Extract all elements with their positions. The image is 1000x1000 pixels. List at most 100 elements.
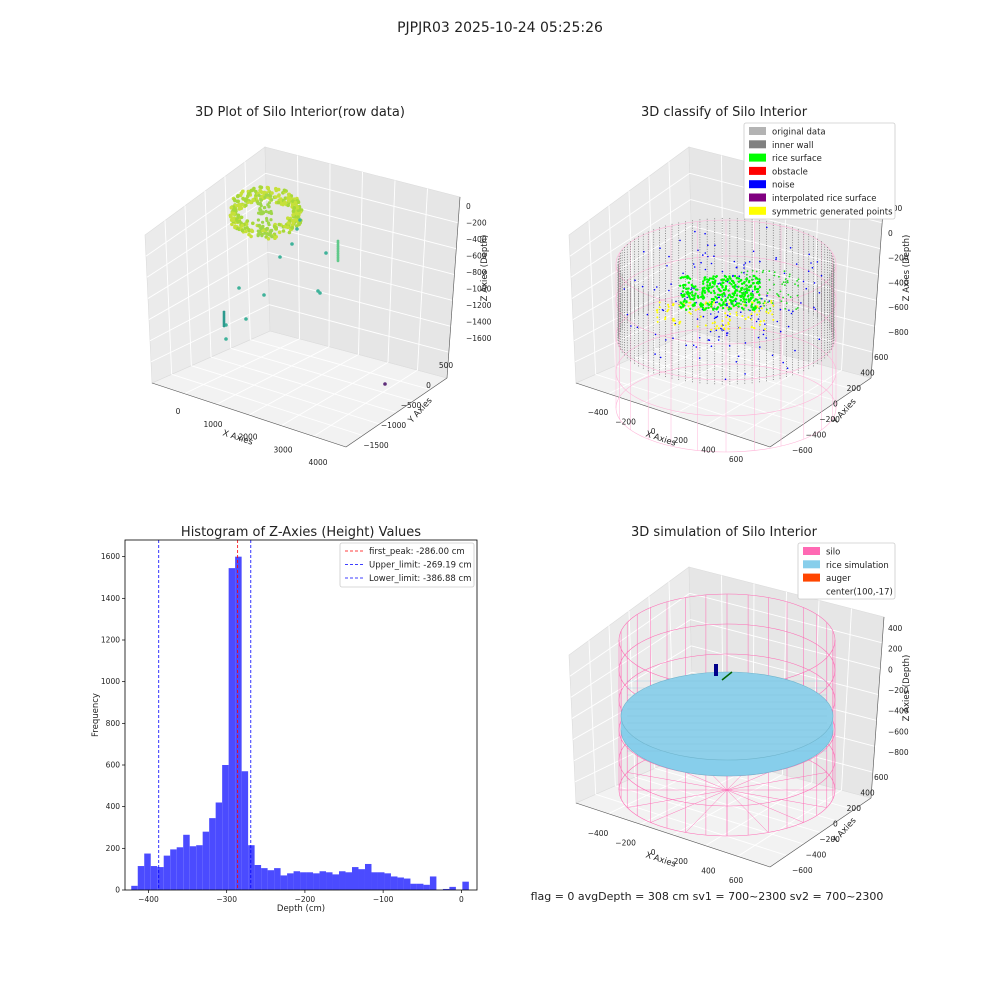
rice-surface-point: [712, 308, 715, 311]
auger-arm: [721, 671, 733, 681]
noise-point: [792, 310, 794, 313]
noise-point: [715, 316, 718, 319]
symmetric-point: [714, 321, 716, 324]
x-tick-label: 0: [651, 427, 656, 436]
rice-surface-point: [778, 295, 780, 298]
silo-floor-spoke: [627, 772, 728, 791]
rice-surface-point: [784, 278, 787, 281]
rice-surface-point: [682, 305, 685, 308]
histogram-bar: [144, 853, 151, 890]
noise-point: [690, 288, 692, 291]
point: [257, 232, 261, 236]
x-tick-label: 600: [729, 876, 744, 885]
rice-surface-point: [730, 283, 733, 286]
y-tick-label: −400: [806, 431, 827, 440]
rice-surface-point: [746, 273, 748, 276]
z-tick-label: −1400: [466, 318, 492, 327]
point: [244, 203, 248, 208]
rice-surface-point: [707, 306, 710, 309]
legend-swatch: [749, 127, 766, 135]
rice-surface-point: [692, 298, 695, 301]
noise-point: [643, 250, 645, 253]
noise-point: [762, 333, 765, 336]
point: [294, 211, 299, 215]
floor-gridline: [672, 774, 783, 836]
y-tick-label: −200: [819, 835, 840, 844]
z-tick-label: 400: [888, 624, 903, 633]
y-tick-label: 1600: [101, 552, 120, 561]
rice-surface-point: [682, 276, 685, 279]
noise-point: [818, 338, 821, 341]
point: [266, 193, 270, 197]
noise-point: [757, 336, 760, 339]
rice-surface-point: [750, 305, 752, 307]
rice-surface-point: [710, 300, 714, 304]
x-tick-label: 400: [701, 446, 716, 455]
point: [237, 202, 242, 207]
noise-point: [707, 244, 709, 246]
rice-surface-point: [713, 291, 716, 295]
point: [239, 215, 244, 220]
z-tick-label: −800: [466, 268, 487, 277]
noise-point: [697, 249, 699, 252]
noise-point: [702, 315, 705, 318]
histogram-bar: [280, 875, 288, 890]
symmetric-point: [667, 303, 670, 306]
rice-surface-point: [724, 279, 728, 283]
point: [277, 222, 282, 227]
rice-surface-point: [782, 281, 785, 284]
rice-surface-point: [721, 303, 724, 307]
point: [235, 199, 240, 204]
x-tick-label: 4000: [308, 458, 327, 467]
floor-gridline: [281, 361, 389, 427]
noise-point: [694, 230, 696, 233]
classify-legend: original data inner wall rice surface obsta…: [743, 122, 896, 220]
simulation-y-tick-labels: 600 400 200 0 −200 −400 −600: [792, 773, 889, 875]
classify-panel-title: 3D classify of Silo Interior: [641, 105, 808, 120]
silo-floor-spoke: [726, 789, 827, 808]
point: [239, 191, 244, 195]
rice-surface-point: [716, 306, 720, 309]
rice-surface-point: [710, 302, 713, 306]
histogram-bar: [332, 874, 340, 891]
symmetric-point: [727, 327, 730, 330]
symmetric-point: [742, 303, 745, 306]
noise-point: [794, 349, 796, 352]
z-tick-label: −200: [888, 686, 909, 695]
point: [291, 209, 296, 213]
y-tick-label: −1000: [381, 421, 407, 430]
point: [257, 223, 261, 227]
noise-point: [646, 313, 649, 316]
noise-point: [692, 263, 695, 265]
histogram-bar: [313, 873, 320, 890]
rice-surface-point: [685, 300, 688, 303]
rice-surface-point: [714, 279, 717, 282]
point: [266, 221, 271, 225]
noise-point: [744, 262, 747, 264]
point: [222, 310, 226, 314]
point: [270, 191, 274, 195]
z-tick-label: −200: [466, 219, 487, 228]
y-tick-label: 0: [833, 820, 838, 829]
rice-surface-point: [685, 287, 689, 290]
symmetric-point: [724, 312, 727, 315]
left-gridline: [164, 220, 173, 375]
histogram-bar: [377, 872, 385, 890]
z-tick-label: 0: [466, 202, 471, 211]
rice-surface-point: [706, 281, 709, 284]
y-tick-label: 500: [439, 361, 454, 370]
noise-point: [682, 272, 684, 275]
noise-point: [776, 320, 779, 323]
rice-surface-point: [734, 303, 737, 307]
noise-point: [662, 309, 665, 312]
z-tick-label: −600: [888, 303, 909, 312]
rice-surface-point: [761, 271, 764, 274]
point: [243, 226, 247, 230]
point: [263, 205, 267, 210]
rice-surface-point: [758, 285, 761, 288]
rice-surface-point: [718, 293, 722, 297]
rice-surface-point: [724, 286, 727, 290]
noise-point: [795, 263, 798, 265]
rice-surface-point: [758, 278, 761, 281]
rice-surface-point: [753, 286, 757, 289]
